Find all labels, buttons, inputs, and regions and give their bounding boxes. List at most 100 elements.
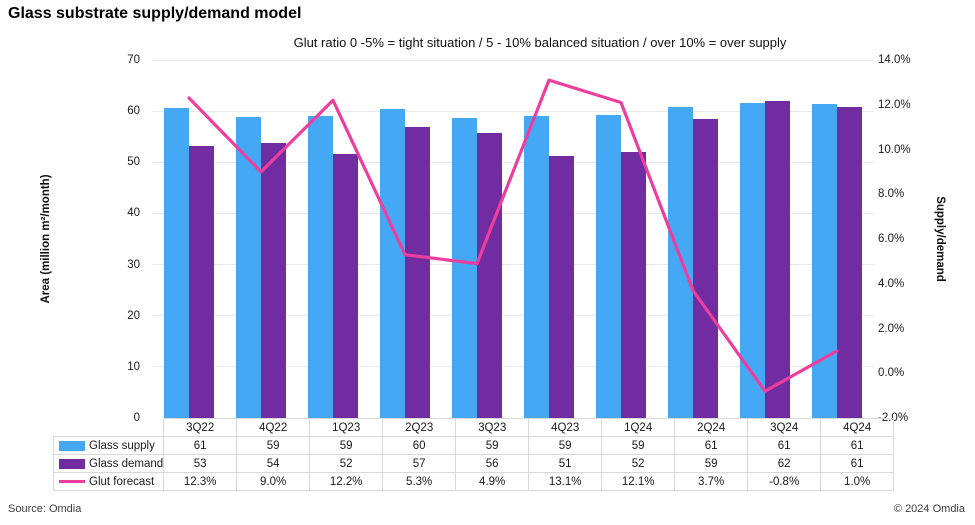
table-row: Glass demand 53 54 52 57 56 51 52 59 62 61 [52, 454, 895, 473]
right-axis-tick: 6.0% [878, 233, 905, 245]
right-axis-tick: 8.0% [878, 188, 905, 201]
table-header-cell: 1Q24 [601, 418, 676, 437]
footer-source: Source: Omdia [8, 503, 82, 515]
table-value-cell: 59 [528, 436, 603, 455]
legend-inner: Glass demand [55, 458, 163, 470]
left-axis-tick: 60 [127, 105, 140, 118]
table-value-cell: 52 [309, 454, 384, 473]
table-value-cell: 1.0% [820, 472, 895, 491]
bar-demand [693, 118, 718, 418]
right-axis-tick: 0.0% [878, 367, 905, 380]
table-value-cell: 61 [820, 436, 895, 455]
gridline [152, 110, 874, 112]
table-value-cell: 5.3% [382, 472, 457, 491]
bar-demand [333, 153, 358, 418]
gridline [152, 366, 874, 368]
right-axis-tick: 14.0% [878, 54, 911, 66]
table-header-cell: 3Q23 [455, 418, 530, 437]
page-title: Glass substrate supply/demand model [8, 5, 302, 22]
table-value-cell: 57 [382, 454, 457, 473]
bar-supply [740, 103, 765, 418]
table-value-cell: 9.0% [236, 472, 311, 491]
table-header-cell: 3Q24 [747, 418, 822, 437]
gridline [152, 212, 874, 214]
table-header-cell: 1Q23 [309, 418, 384, 437]
bar-demand [621, 152, 646, 418]
table-value-cell: 51 [528, 454, 603, 473]
legend-label: Glut forecast [89, 475, 155, 488]
table-value-cell: 59 [601, 436, 676, 455]
table-header-cell: 3Q22 [163, 418, 238, 437]
table-header-row: 3Q22 4Q22 1Q23 2Q23 3Q23 4Q23 1Q24 2Q24 3Q24 4Q24 [54, 418, 895, 437]
legend-cell: Glut forecast [52, 472, 165, 491]
right-axis-tick: 4.0% [878, 277, 905, 290]
legend-inner: Glass supply [55, 439, 163, 452]
legend-inner: Glut forecast [55, 475, 163, 488]
left-axis-tick: 0 [133, 412, 140, 424]
right-axis-tick: 2.0% [878, 322, 905, 335]
table-value-cell: 62 [747, 454, 822, 473]
legend-label: Glass supply [89, 439, 155, 452]
footer-copyright: © 2024 Omdia [893, 503, 965, 515]
bar-demand [189, 145, 214, 418]
table-value-cell: 3.7% [674, 472, 749, 491]
bar-supply [164, 108, 189, 418]
table-header-cell: 2Q23 [382, 418, 457, 437]
left-axis-tick: 20 [127, 309, 140, 322]
table-value-cell: 56 [455, 454, 530, 473]
table-value-cell: 4.9% [455, 472, 530, 491]
table-value-cell: 60 [382, 436, 457, 455]
legend-bar-swatch [59, 458, 85, 469]
bar-supply [812, 103, 837, 418]
table-corner-cell [54, 419, 164, 437]
table-value-cell: 53 [163, 454, 238, 473]
table-value-cell: 59 [674, 454, 749, 473]
table-value-cell: 59 [236, 436, 311, 455]
table-value-cell: 59 [455, 436, 530, 455]
glut-forecast-line [187, 78, 839, 393]
legend-cell: Glass supply [52, 436, 165, 455]
left-axis-title: Area (million m²/month) [40, 174, 52, 304]
table-header-cell: 4Q24 [820, 418, 895, 437]
glut-line-layer [187, 78, 839, 393]
bar-supply [380, 109, 405, 418]
right-axis-tick: 10.0% [878, 143, 911, 156]
chart-subtitle: Glut ratio 0 -5% = tight situation / 5 -… [293, 35, 787, 50]
left-axis-tick: 40 [127, 207, 140, 220]
bar-supply [308, 115, 333, 418]
data-table: 3Q22 4Q22 1Q23 2Q23 3Q23 4Q23 1Q24 2Q24 3Q24 4Q24… [52, 418, 895, 491]
table-value-cell: 12.3% [163, 472, 238, 491]
table-value-cell: 61 [674, 436, 749, 455]
table-header-cell: 4Q22 [236, 418, 311, 437]
legend-bar-swatch [59, 440, 85, 451]
table-value-cell: -0.8% [747, 472, 822, 491]
table-row: Glass supply 61 59 59 60 59 59 59 61 61 61 [52, 436, 895, 455]
table-value-cell: 61 [820, 454, 895, 473]
right-axis-tick: 12.0% [878, 98, 911, 111]
left-axis-tick: 10 [127, 360, 140, 373]
bar-supply [524, 115, 549, 418]
bar-demand [405, 126, 430, 418]
gridline [152, 315, 874, 317]
plot-area [152, 59, 874, 418]
table-value-cell: 12.1% [601, 472, 676, 491]
gridline [152, 161, 874, 163]
table-value-cell: 52 [601, 454, 676, 473]
left-axis-tick: 70 [127, 54, 140, 66]
left-axis-tick: 30 [127, 258, 140, 271]
gridline [152, 59, 874, 61]
bar-demand [477, 132, 502, 418]
legend-line-swatch [59, 480, 85, 483]
left-axis-tick: 50 [127, 156, 140, 169]
table-row: Glut forecast 12.3% 9.0% 12.2% 5.3% 4.9% 13.1%… [52, 472, 895, 491]
table-header-cell: 2Q24 [674, 418, 749, 437]
bar-demand [261, 143, 286, 418]
bar-demand [549, 155, 574, 418]
bar-supply [452, 118, 477, 418]
table-value-cell: 13.1% [528, 472, 603, 491]
bar-demand [837, 106, 862, 418]
table-value-cell: 59 [309, 436, 384, 455]
gridline [152, 264, 874, 266]
table-header-cell: 4Q23 [528, 418, 603, 437]
